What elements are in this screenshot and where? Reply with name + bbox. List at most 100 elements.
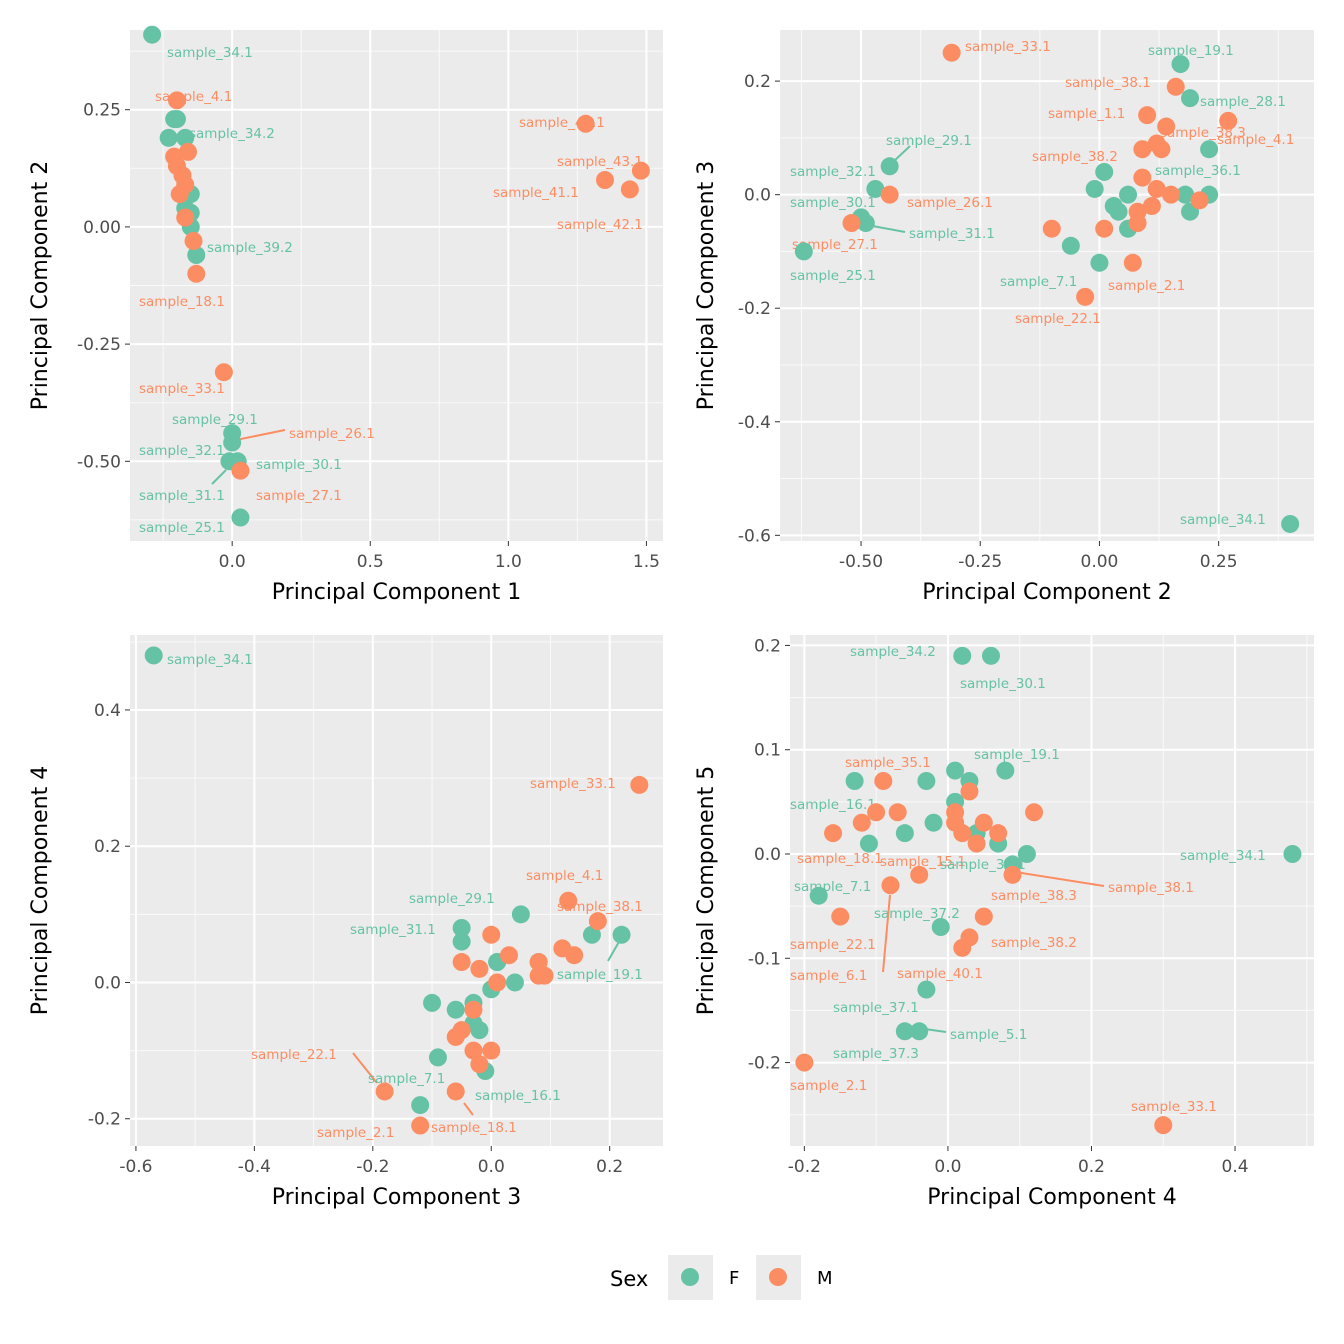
data-point-m: [795, 1053, 814, 1072]
data-point-m: [867, 803, 886, 822]
x-axis-title: Principal Component 2: [922, 580, 1171, 605]
data-point-m: [178, 142, 197, 161]
panel-1: 0.0 0.5 1.0 1.5 -0.50 -0.25 0.00 0.25 Principal …: [28, 25, 663, 605]
point-label: sample_7.1: [1000, 274, 1077, 290]
point-label: sample_34.2: [189, 126, 275, 142]
point-label: sample_19.1: [974, 747, 1060, 763]
point-label: sample_4.1: [526, 868, 603, 884]
x-tick-label: 0.0: [934, 1157, 961, 1177]
label-leader-line: [352, 1052, 378, 1084]
data-point-m: [588, 912, 607, 931]
point-label: sample_33.1: [530, 776, 616, 792]
data-point-m: [482, 1041, 501, 1060]
point-label: sample_33.1: [965, 39, 1051, 55]
data-point-f: [856, 214, 875, 233]
data-point-m: [1133, 168, 1152, 187]
y-tick-label: 0.1: [754, 741, 781, 761]
data-point-m: [1161, 185, 1180, 204]
point-label: sample_27.1: [256, 488, 342, 504]
point-label: sample_18.1: [139, 294, 225, 310]
data-point-m: [559, 891, 578, 910]
point-label: sample_19.1: [557, 967, 643, 983]
point-label: sample_25.1: [139, 520, 225, 536]
data-point-f: [423, 993, 442, 1012]
point-label: sample_29.1: [409, 891, 495, 907]
point-label: sample_26.1: [289, 426, 375, 442]
point-label: sample_39.2: [207, 240, 293, 256]
data-point-m: [1157, 117, 1176, 136]
point-label: sample_22.1: [790, 937, 876, 953]
data-point-m: [1133, 140, 1152, 159]
data-point-m: [176, 208, 195, 227]
panel-3: -0.6 -0.4 -0.2 0.0 0.2 -0.2 0.0 0.2 0.4 Principal…: [28, 635, 663, 1210]
data-point-f: [1061, 236, 1080, 255]
point-label: sample_27.1: [792, 237, 878, 253]
data-point-m: [852, 813, 871, 832]
point-label: sample_32.1: [790, 164, 876, 180]
data-point-f: [1090, 253, 1109, 272]
data-point-f: [1281, 514, 1300, 533]
y-tick-label: -0.6: [738, 526, 771, 546]
y-tick-label: 0.2: [94, 837, 121, 857]
point-label: sample_38.1: [1108, 880, 1194, 896]
data-point-m: [1003, 865, 1022, 884]
x-tick-label: -0.2: [356, 1157, 389, 1177]
label-leader-line: [211, 469, 227, 485]
point-label: sample_31.1: [139, 488, 225, 504]
label-leader-line: [924, 1028, 947, 1033]
data-point-f: [159, 128, 178, 147]
data-point-f: [931, 918, 950, 936]
data-point-f: [470, 1021, 489, 1040]
data-point-f: [917, 772, 936, 790]
point-label: sample_37.1: [833, 1000, 919, 1016]
x-tick-label: 0.5: [357, 552, 384, 572]
data-point-m: [464, 1041, 483, 1060]
point-label: sample_7.1: [794, 879, 871, 895]
data-point-m: [620, 180, 639, 199]
point-label: sample_43.1: [557, 154, 643, 170]
legend-label-m: M: [817, 1268, 833, 1289]
data-point-f: [1283, 845, 1302, 863]
data-point-m: [1076, 287, 1095, 306]
data-point-m: [960, 782, 979, 801]
data-point-f: [917, 980, 936, 999]
data-point-m: [187, 264, 206, 283]
data-point-f: [981, 646, 1000, 665]
label-leader-line: [882, 894, 891, 973]
point-label: sample_37.2: [874, 906, 960, 922]
data-point-f: [446, 1000, 465, 1019]
data-point-f: [953, 646, 972, 665]
point-label: sample_30.1: [790, 195, 876, 211]
data-point-m: [874, 772, 893, 790]
point-label: sample_41.1: [493, 185, 579, 201]
x-tick-label: 0.0: [219, 552, 246, 572]
data-point-f: [866, 179, 885, 198]
data-point-m: [470, 959, 489, 978]
data-point-f: [1181, 89, 1200, 108]
data-point-m: [529, 953, 548, 972]
point-label: sample_28.1: [1200, 94, 1286, 110]
data-point-m: [967, 834, 986, 853]
point-label: sample_29.1: [886, 133, 972, 149]
y-tick-label: 0.0: [94, 973, 121, 993]
label-leader-line: [1014, 871, 1105, 887]
data-point-m: [1166, 77, 1185, 96]
point-label: sample_38.1: [1065, 75, 1151, 91]
data-point-m: [1128, 214, 1147, 233]
panel-4: -0.2 0.0 0.2 0.4 -0.2 -0.1 0.0 0.1 0.2 Principal …: [694, 635, 1314, 1210]
point-label: sample_30.1: [960, 676, 1046, 692]
point-label: sample_32.1: [139, 443, 225, 459]
data-point-m: [1152, 140, 1171, 159]
label-leader-line: [235, 429, 286, 441]
y-tick-label: -0.2: [88, 1110, 121, 1130]
data-point-f: [582, 925, 601, 944]
y-tick-label: -0.25: [77, 335, 121, 355]
x-tick-label: -0.25: [958, 552, 1002, 572]
data-point-f: [910, 1022, 929, 1041]
y-axis-title: Principal Component 3: [694, 161, 719, 410]
data-point-f: [187, 246, 206, 265]
data-point-f: [612, 925, 631, 944]
point-label: sample_34.1: [1180, 848, 1266, 864]
data-point-m: [630, 775, 649, 794]
data-point-m: [446, 1027, 465, 1046]
